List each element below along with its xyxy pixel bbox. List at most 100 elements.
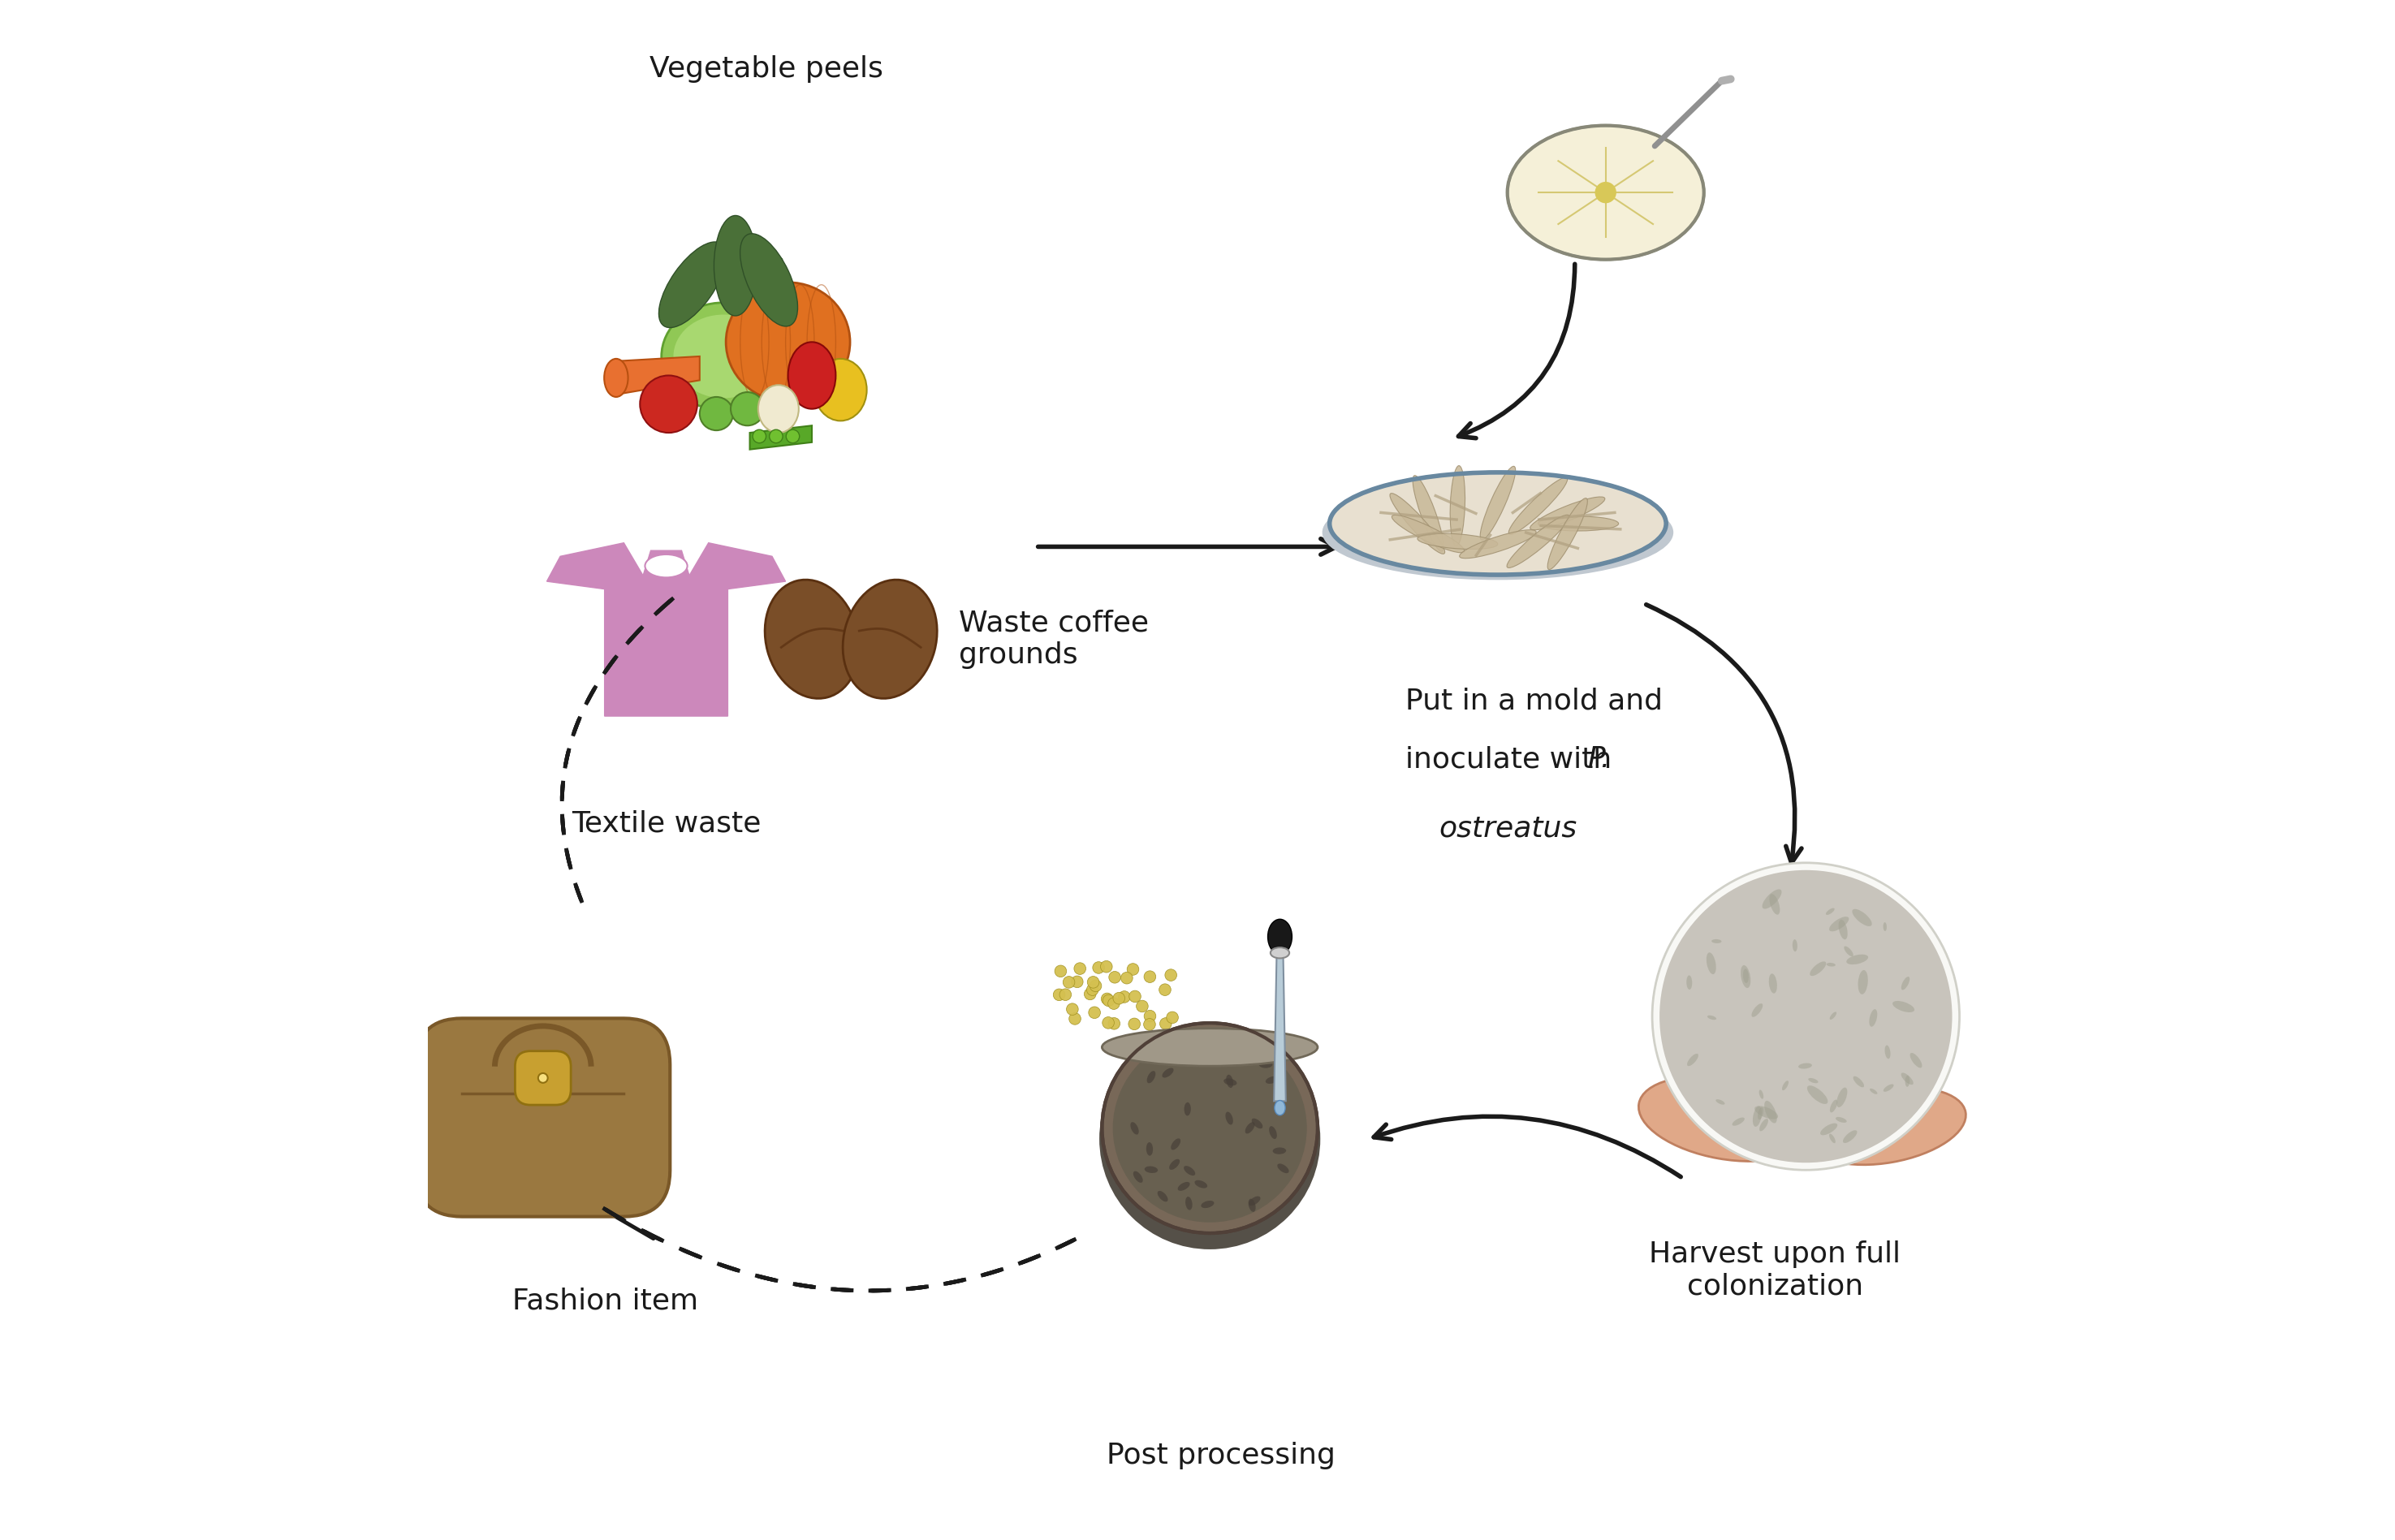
Ellipse shape <box>1102 1029 1317 1066</box>
Circle shape <box>786 430 800 444</box>
Ellipse shape <box>764 579 860 699</box>
Ellipse shape <box>639 376 697 433</box>
Ellipse shape <box>604 359 627 397</box>
Circle shape <box>1068 1013 1080 1024</box>
Ellipse shape <box>1226 1112 1233 1124</box>
Ellipse shape <box>1830 1012 1837 1019</box>
Ellipse shape <box>1851 909 1873 926</box>
Ellipse shape <box>1202 1049 1209 1063</box>
Ellipse shape <box>1130 1123 1138 1135</box>
Ellipse shape <box>1217 1058 1229 1066</box>
Circle shape <box>1102 1016 1114 1029</box>
Ellipse shape <box>1183 1166 1195 1175</box>
Ellipse shape <box>1224 1078 1236 1086</box>
Ellipse shape <box>1145 1166 1157 1173</box>
Ellipse shape <box>1820 1123 1837 1135</box>
Circle shape <box>1087 976 1099 989</box>
Polygon shape <box>604 550 728 716</box>
Ellipse shape <box>1758 1107 1763 1120</box>
Ellipse shape <box>1904 1075 1909 1087</box>
Circle shape <box>1090 1007 1099 1018</box>
Ellipse shape <box>1842 1130 1856 1143</box>
Ellipse shape <box>1133 1170 1142 1183</box>
Text: Vegetable peels: Vegetable peels <box>649 55 884 83</box>
Ellipse shape <box>673 314 774 399</box>
Circle shape <box>1063 976 1075 989</box>
Ellipse shape <box>1274 1053 1286 1064</box>
Ellipse shape <box>1756 1106 1777 1120</box>
Ellipse shape <box>1741 966 1751 989</box>
Ellipse shape <box>1157 1190 1169 1201</box>
Ellipse shape <box>1329 473 1667 574</box>
Ellipse shape <box>1195 1180 1207 1189</box>
Text: Harvest upon full
colonization: Harvest upon full colonization <box>1650 1241 1902 1300</box>
Ellipse shape <box>1744 969 1748 983</box>
Ellipse shape <box>1882 1084 1894 1092</box>
Polygon shape <box>546 544 644 590</box>
Ellipse shape <box>1837 1087 1847 1107</box>
Circle shape <box>1121 972 1133 984</box>
Circle shape <box>1164 969 1176 981</box>
Circle shape <box>1071 976 1083 987</box>
Ellipse shape <box>1765 1101 1777 1123</box>
Ellipse shape <box>1102 1023 1317 1234</box>
Ellipse shape <box>1763 889 1782 909</box>
Ellipse shape <box>1099 1029 1320 1249</box>
Ellipse shape <box>1806 1087 1966 1164</box>
Polygon shape <box>1274 953 1286 1101</box>
Ellipse shape <box>1186 1197 1193 1210</box>
Ellipse shape <box>1791 939 1796 952</box>
Circle shape <box>1128 990 1140 1003</box>
Ellipse shape <box>1782 1081 1789 1090</box>
Polygon shape <box>750 425 812 450</box>
Ellipse shape <box>788 342 836 410</box>
Ellipse shape <box>1835 1116 1847 1123</box>
Ellipse shape <box>1827 962 1835 967</box>
Ellipse shape <box>1902 976 1909 990</box>
Ellipse shape <box>1732 1118 1744 1126</box>
Ellipse shape <box>1892 1001 1914 1012</box>
Ellipse shape <box>1530 497 1605 530</box>
Ellipse shape <box>1547 497 1588 570</box>
Ellipse shape <box>1868 1009 1878 1027</box>
Ellipse shape <box>1830 916 1849 932</box>
Circle shape <box>1159 984 1171 996</box>
Circle shape <box>1102 993 1114 1004</box>
Ellipse shape <box>1274 1101 1286 1115</box>
Circle shape <box>1066 1003 1078 1015</box>
Ellipse shape <box>1413 476 1444 551</box>
Ellipse shape <box>1260 1061 1272 1069</box>
Circle shape <box>1109 972 1121 983</box>
Ellipse shape <box>1114 1033 1308 1223</box>
Ellipse shape <box>1162 1067 1174 1078</box>
Circle shape <box>1159 1018 1171 1030</box>
Ellipse shape <box>738 245 781 277</box>
Ellipse shape <box>1509 477 1566 534</box>
Circle shape <box>1118 990 1130 1003</box>
Ellipse shape <box>1226 1075 1233 1087</box>
Polygon shape <box>616 356 699 394</box>
Text: ostreatus: ostreatus <box>1439 815 1578 842</box>
Text: Textile waste: Textile waste <box>572 810 762 838</box>
Ellipse shape <box>1147 1070 1154 1083</box>
Circle shape <box>1102 995 1114 1007</box>
Ellipse shape <box>659 242 726 328</box>
Ellipse shape <box>740 234 798 326</box>
Circle shape <box>1128 1018 1140 1030</box>
Ellipse shape <box>1882 922 1887 932</box>
Ellipse shape <box>1147 1143 1152 1155</box>
Ellipse shape <box>1248 1197 1260 1206</box>
Polygon shape <box>690 544 786 590</box>
Ellipse shape <box>1808 1086 1827 1104</box>
Circle shape <box>1135 1001 1147 1012</box>
Ellipse shape <box>843 579 936 699</box>
Ellipse shape <box>1811 961 1825 976</box>
Ellipse shape <box>1506 125 1703 259</box>
Circle shape <box>1085 989 1097 999</box>
Ellipse shape <box>1825 909 1835 915</box>
Ellipse shape <box>1269 1126 1277 1140</box>
Ellipse shape <box>1277 1164 1289 1173</box>
Ellipse shape <box>1538 516 1619 531</box>
Text: Post processing: Post processing <box>1106 1441 1334 1469</box>
Ellipse shape <box>1459 530 1535 559</box>
